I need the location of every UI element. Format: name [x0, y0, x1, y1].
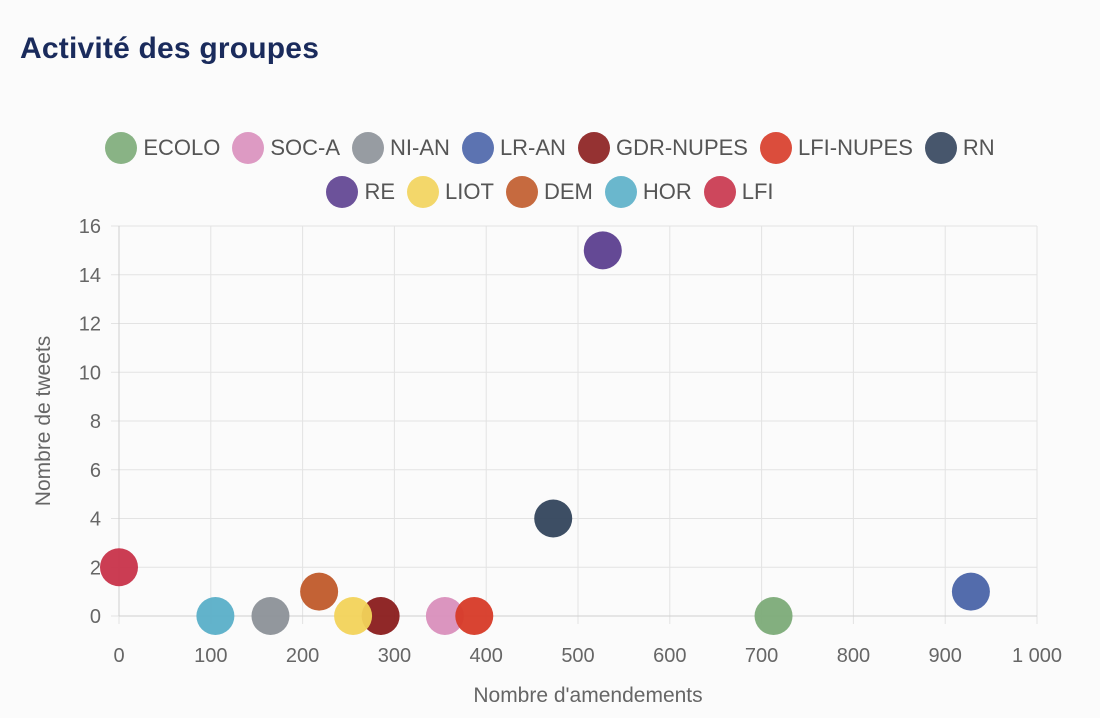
y-tick-label: 2 [90, 557, 101, 579]
data-point-lfi-nupes [455, 597, 494, 635]
legend-label: LFI-NUPES [797, 135, 913, 160]
x-tick-label: 800 [837, 645, 870, 667]
y-tick-label: 16 [79, 216, 101, 238]
legend-label: DEM [543, 179, 593, 204]
data-point-hor [196, 597, 235, 635]
data-point-lr-an [951, 572, 990, 611]
y-tick-label: 0 [90, 606, 101, 628]
legend-label: SOC-A [270, 135, 341, 160]
x-tick-label: 500 [561, 645, 594, 667]
legend-swatch [407, 176, 440, 208]
y-tick-label: 6 [90, 460, 101, 482]
legend-swatch [505, 176, 538, 208]
data-point-re [583, 231, 622, 270]
x-tick-label: 600 [653, 645, 686, 667]
legend-item-lr-an[interactable]: LR-AN [461, 132, 566, 164]
legend-swatch [577, 132, 610, 164]
legend-item-gdr-nupes[interactable]: GDR-NUPES [577, 132, 748, 164]
chart-title: Activité des groupes [20, 32, 320, 65]
legend-label: LFI [741, 179, 774, 204]
y-axis-label: Nombre de tweets [32, 336, 55, 506]
y-tick-label: 4 [90, 509, 101, 531]
legend-swatch [703, 176, 736, 208]
legend-label: LR-AN [499, 135, 566, 160]
legend-swatch [232, 132, 265, 164]
data-point-ni-an [251, 597, 290, 635]
data-point-gdr-nupes [361, 597, 400, 635]
x-tick-label: 100 [194, 645, 227, 667]
legend-item-dem[interactable]: DEM [505, 176, 593, 208]
data-point-liot [334, 597, 373, 635]
legend-swatch [604, 176, 637, 208]
legend-label: GDR-NUPES [615, 135, 748, 160]
x-tick-label: 700 [745, 645, 778, 667]
y-tick-label: 12 [79, 314, 101, 336]
legend-item-hor[interactable]: HOR [604, 176, 692, 208]
legend-item-ni-an[interactable]: NI-AN [352, 132, 450, 164]
legend-label: RN [962, 135, 995, 160]
legend-item-rn[interactable]: RN [924, 132, 995, 164]
y-tick-label: 10 [79, 362, 101, 384]
chart-legend: ECOLO SOC-A NI-AN LR-AN GDR-NUPES LFI-NUPES RN… [0, 126, 1100, 214]
legend-row: ECOLO SOC-A NI-AN LR-AN GDR-NUPES LFI-NUPES RN [0, 126, 1100, 170]
legend-swatch [924, 132, 957, 164]
legend-swatch [352, 132, 385, 164]
data-point-rn [534, 499, 573, 538]
data-point-lfi [100, 548, 138, 587]
x-tick-label: 200 [286, 645, 319, 667]
data-point-ecolo [754, 597, 793, 635]
legend-label: RE [364, 179, 396, 204]
x-tick-label: 0 [113, 645, 124, 667]
legend-row: RE LIOT DEM HOR LFI [0, 170, 1100, 214]
y-tick-label: 8 [90, 411, 101, 433]
legend-label: ECOLO [143, 135, 221, 160]
legend-item-ecolo[interactable]: ECOLO [105, 132, 220, 164]
legend-label: NI-AN [390, 135, 450, 160]
x-tick-label: 1 000 [1012, 645, 1062, 667]
y-tick-label: 14 [79, 265, 101, 287]
legend-swatch [326, 176, 359, 208]
legend-item-soc-a[interactable]: SOC-A [232, 132, 340, 164]
legend-swatch [105, 132, 138, 164]
x-tick-label: 300 [378, 645, 411, 667]
legend-swatch [461, 132, 494, 164]
x-axis-label: Nombre d'amendements [473, 684, 702, 707]
legend-item-re[interactable]: RE [326, 176, 395, 208]
data-point-soc-a [425, 597, 464, 635]
legend-label: LIOT [445, 179, 494, 204]
legend-item-liot[interactable]: LIOT [407, 176, 494, 208]
legend-item-lfi[interactable]: LFI [703, 176, 774, 208]
x-tick-label: 400 [470, 645, 503, 667]
x-tick-label: 900 [929, 645, 962, 667]
data-point-dem [300, 572, 339, 611]
legend-item-lfi-nupes[interactable]: LFI-NUPES [759, 132, 913, 164]
legend-swatch [759, 132, 792, 164]
legend-label: HOR [642, 179, 692, 204]
